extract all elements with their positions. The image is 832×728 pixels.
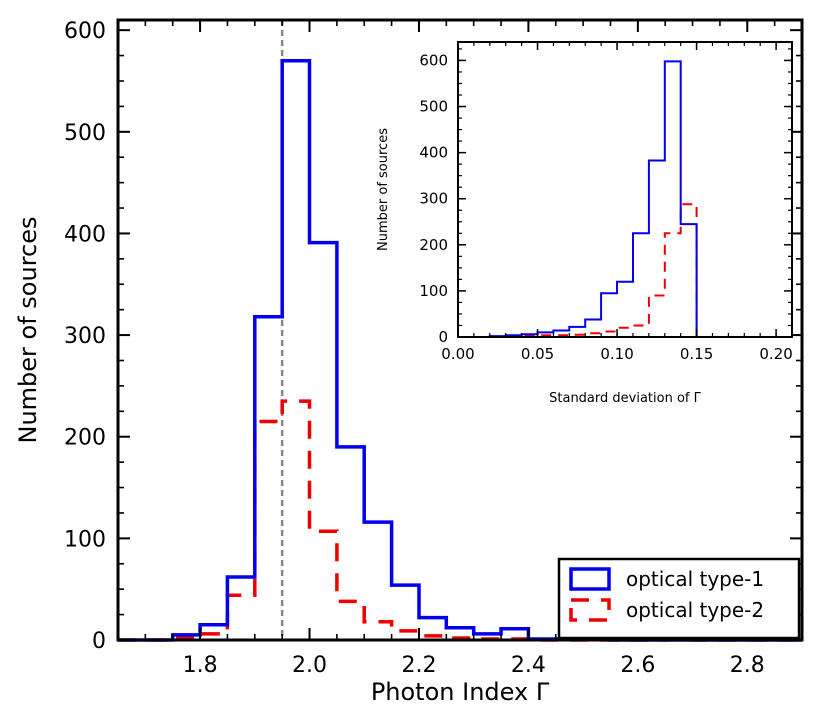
main-plot-frame bbox=[116, 18, 804, 642]
main-x-tick-label: 2.4 bbox=[511, 653, 546, 678]
main-y-tick-label: 600 bbox=[64, 19, 106, 44]
main-x-tick-label: 1.8 bbox=[183, 653, 218, 678]
inset-y-tick-label: 0 bbox=[438, 328, 448, 346]
inset-x-tick-label: 0.20 bbox=[759, 345, 792, 363]
inset-plot: 0.00 0.05 0.10 0.15 0.20 0 100 200 300 400 500 600 S… bbox=[376, 41, 793, 406]
inset-x-tick-label: 0.05 bbox=[521, 345, 554, 363]
legend-box bbox=[557, 557, 801, 640]
main-y-tick-label: 300 bbox=[64, 324, 106, 349]
inset-plot-area bbox=[458, 42, 792, 337]
inset-x-tick-label: 0.10 bbox=[600, 345, 633, 363]
inset-x-tick-label: 0.00 bbox=[441, 345, 474, 363]
inset-y-tick-label: 100 bbox=[419, 282, 448, 300]
main-y-tick-label: 200 bbox=[64, 426, 106, 451]
inset-y-axis-label: Number of sources bbox=[376, 128, 391, 251]
main-y-axis-label: Number of sources bbox=[14, 216, 42, 443]
legend-label-1: optical type-1 bbox=[626, 567, 764, 591]
legend-label-2: optical type-2 bbox=[626, 598, 764, 622]
main-x-axis-label: Photon Index Γ bbox=[371, 678, 550, 706]
main-x-tick-label: 2.2 bbox=[401, 653, 436, 678]
inset-y-tick-label: 400 bbox=[419, 144, 448, 162]
main-y-tick-label: 100 bbox=[64, 527, 106, 552]
legend-swatch-1 bbox=[569, 567, 611, 591]
main-y-tick-label: 0 bbox=[92, 629, 106, 654]
legend-swatch-2 bbox=[569, 598, 611, 622]
inset-y-tick-label: 300 bbox=[419, 190, 448, 208]
legend: optical type-1 optical type-2 bbox=[557, 557, 801, 640]
main-x-tick-label: 2.0 bbox=[292, 653, 327, 678]
main-y-tick-label: 400 bbox=[64, 222, 106, 247]
inset-x-tick-label: 0.15 bbox=[680, 345, 713, 363]
main-x-tick-label: 2.6 bbox=[620, 653, 655, 678]
inset-y-tick-label: 500 bbox=[419, 98, 448, 116]
inset-plot-frame bbox=[457, 41, 793, 338]
inset-y-tick-label: 200 bbox=[419, 236, 448, 254]
inset-x-axis-label: Standard deviation of Γ bbox=[549, 391, 701, 406]
main-x-tick-label: 2.8 bbox=[730, 653, 765, 678]
inset-y-tick-label: 600 bbox=[419, 51, 448, 69]
main-y-tick-label: 500 bbox=[64, 121, 106, 146]
